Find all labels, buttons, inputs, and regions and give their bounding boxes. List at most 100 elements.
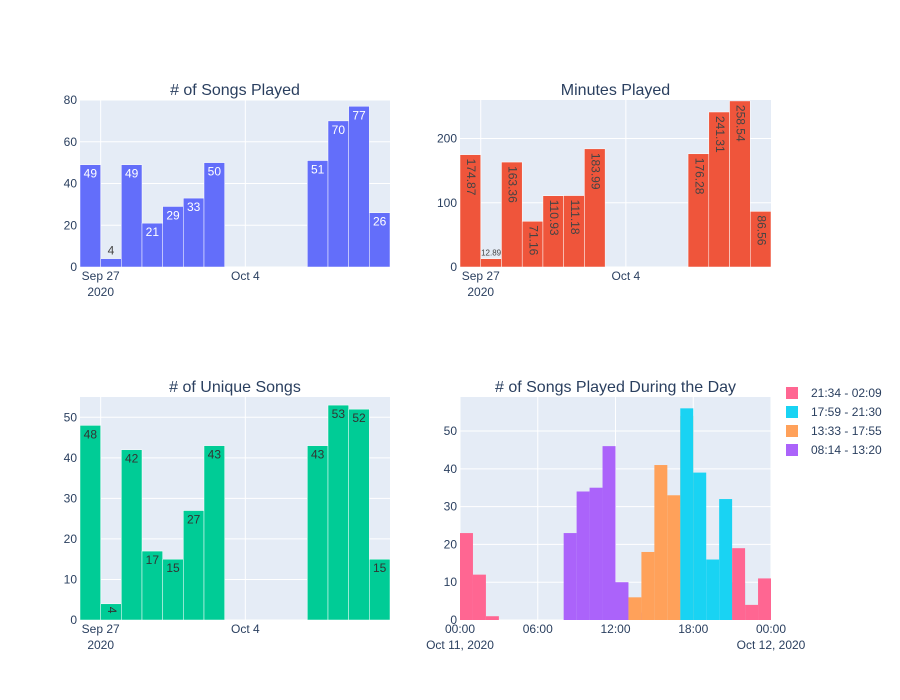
bar [327,404,349,621]
legend-label: 17:59 - 21:30 [811,405,882,419]
data-label: 26 [373,215,387,229]
bar [750,211,772,268]
bar [121,449,143,621]
y-tick-label: 40 [444,462,458,476]
subplot-songs-played: 0 20 40 60 80 Sep 27 2020 Oct 4 # of Songs Playe… [64,82,391,299]
chart-title: # of Songs Played [170,82,300,99]
subplot-minutes-played: 0 100 200 Sep 27 2020 Oct 4 Minutes Played 174.… [437,82,772,299]
y-tick-label: 30 [444,500,458,514]
bar [480,258,502,268]
data-label: 183.99 [589,153,603,190]
y-tick-label: 80 [64,93,78,107]
y-tick-label: 40 [64,451,78,465]
y-tick-label: 0 [70,613,77,627]
histogram-bar [680,408,694,620]
y-tick-label: 0 [450,613,457,627]
data-label: 4 [105,607,119,614]
data-label: 42 [125,452,139,466]
data-label: 4 [108,244,115,258]
x-tick-label: 00:00 [445,622,475,636]
data-label: 241.31 [713,116,727,153]
bar [584,148,606,268]
data-label: 33 [187,200,201,214]
histogram-bar [615,582,629,620]
y-tick-label: 30 [64,491,78,505]
y-tick-label: 200 [437,132,457,146]
y-tick-label: 20 [444,537,458,551]
y-tick-label: 20 [64,218,78,232]
data-label: 163.36 [506,166,520,203]
x-tick-sublabel: Oct 11, 2020 [426,638,494,652]
y-tick-label: 10 [444,575,458,589]
histogram-bar [758,578,771,620]
x-tick-label: Oct 4 [231,622,260,636]
bar [100,258,122,268]
data-label: 43 [208,448,222,462]
data-label: 53 [332,407,346,421]
histogram-bar [602,446,616,620]
y-tick-label: 60 [64,135,78,149]
x-tick-label: Sep 27 [82,269,120,283]
legend-label: 13:33 - 17:55 [811,424,882,438]
legend-swatch [786,425,798,437]
bar [307,445,329,621]
y-tick-label: 40 [64,177,78,191]
legend[interactable]: 21:34 - 02:09 17:59 - 21:30 13:33 - 17:55 0… [786,386,882,457]
bar [501,161,523,268]
data-label: 111.18 [568,200,582,235]
histogram-bar [641,551,655,620]
legend-label: 08:14 - 13:20 [811,443,882,457]
data-label: 21 [146,225,160,239]
x-tick-label: 00:00 [756,622,786,636]
bar [121,164,143,268]
histogram-bar [589,487,603,620]
y-tick-label: 100 [437,196,457,210]
x-tick-sublabel: 2020 [87,285,114,299]
x-tick-label: 18:00 [678,622,708,636]
bar [348,106,370,268]
y-tick-label: 10 [64,572,78,586]
bar [348,408,370,621]
legend-label: 21:34 - 02:09 [811,386,882,400]
x-tick-label: Sep 27 [82,622,120,636]
chart-title: # of Unique Songs [169,379,301,396]
y-tick-label: 50 [64,410,78,424]
histogram-bar [732,548,746,620]
data-label: 50 [208,165,222,179]
bar [203,162,225,268]
data-label: 52 [352,411,366,425]
histogram-bar [485,616,499,620]
bar [79,425,101,621]
legend-swatch [786,444,798,456]
bar [729,100,751,268]
histogram-bar [693,472,707,620]
data-label: 49 [84,167,98,181]
y-tick-label: 0 [70,260,77,274]
legend-swatch [786,387,798,399]
histogram-bar [706,559,720,620]
x-tick-sublabel: Oct 12, 2020 [737,638,806,652]
data-label: 29 [166,208,180,222]
y-tick-label: 50 [444,424,458,438]
x-tick-sublabel: 2020 [87,638,114,652]
x-tick-label: Oct 4 [231,269,260,283]
data-label: 43 [311,448,325,462]
histogram-bar [745,604,759,620]
data-label: 77 [352,108,366,122]
data-label: 110.93 [547,200,561,236]
histogram-bar [719,499,733,620]
data-label: 15 [373,561,387,575]
subplot-songs-during-day: 0 10 20 30 40 50 00:00 Oct 11, 2020 06:00 12:00 18… [426,379,806,652]
data-label: 174.87 [464,159,478,196]
histogram-bar [472,574,486,620]
bar [79,164,101,268]
bar [327,120,349,268]
chart-title: # of Songs Played During the Day [495,379,736,396]
bar [459,154,481,268]
bar [183,510,205,621]
histogram-bar [667,495,681,620]
histogram-bar [460,533,473,620]
subplot-unique-songs: 0 10 20 30 40 50 Sep 27 2020 Oct 4 # of Unique So… [64,379,391,652]
y-tick-label: 0 [450,260,457,274]
data-label: 258.54 [734,105,748,142]
